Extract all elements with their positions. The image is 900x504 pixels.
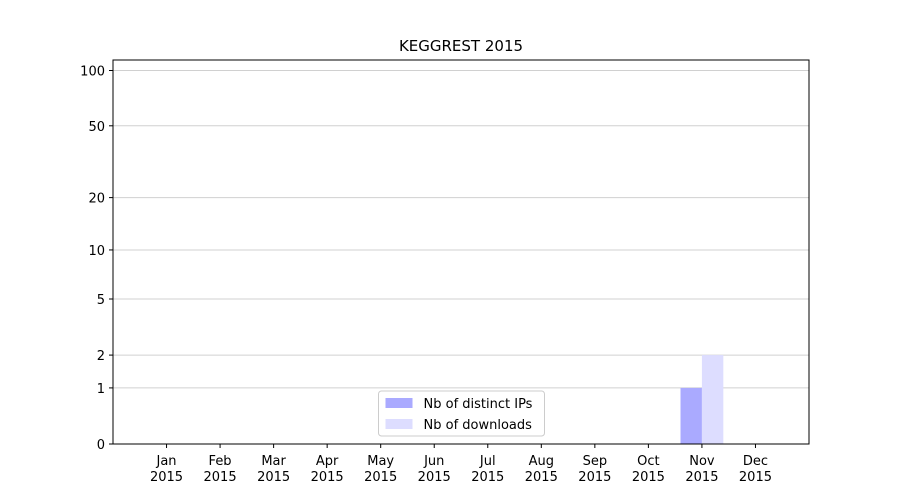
x-tick-label: Mar 2015: [257, 454, 290, 485]
x-tick-label: Sep 2015: [578, 454, 611, 485]
y-tick-label: 0: [97, 438, 105, 453]
x-tick-label: Nov 2015: [685, 454, 718, 485]
y-tick-label: 1: [97, 382, 105, 397]
y-tick-label: 50: [88, 120, 105, 135]
legend-label: Nb of distinct IPs: [424, 397, 533, 412]
x-tick-label: Feb 2015: [204, 454, 237, 485]
x-tick-label: Dec 2015: [739, 454, 772, 485]
x-tick-label: Jan 2015: [150, 454, 183, 485]
y-tick-label: 100: [80, 65, 105, 80]
y-tick-label: 20: [88, 192, 105, 207]
x-tick-label: Jun 2015: [418, 454, 451, 485]
legend-box: [378, 390, 545, 437]
bar: [701, 355, 724, 444]
y-tick-label: 5: [97, 293, 105, 308]
x-tick-label: Aug 2015: [525, 454, 558, 485]
plot-frame: [112, 59, 810, 445]
chart-title: KEGGREST 2015: [399, 37, 523, 55]
x-tick-label: Oct 2015: [632, 454, 665, 485]
x-tick-label: Jul 2015: [471, 454, 504, 485]
x-tick-label: Apr 2015: [311, 454, 344, 485]
y-tick-label: 10: [88, 244, 105, 259]
x-tick-label: May 2015: [364, 454, 397, 485]
bar: [680, 387, 702, 444]
legend-swatch: [385, 398, 413, 408]
y-tick-label: 2: [97, 349, 105, 364]
legend-label: Nb of downloads: [424, 418, 533, 433]
legend-swatch: [385, 419, 413, 429]
